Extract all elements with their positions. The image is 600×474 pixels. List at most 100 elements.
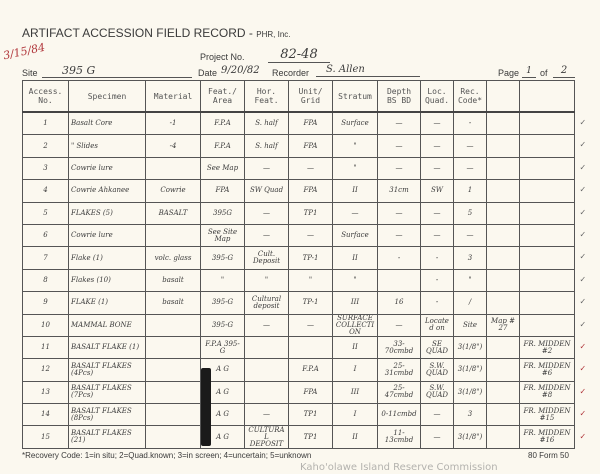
table-cell <box>519 179 575 203</box>
table-cell: 11 <box>22 335 69 360</box>
table-row: 7 Flake (1) volc. glass 395-G Cult. Deposit T… <box>22 246 575 270</box>
site-label: Site <box>22 68 38 78</box>
table-cell: — <box>332 201 378 225</box>
table-cell <box>519 246 575 270</box>
table-cell: Flakes (10) <box>68 268 146 293</box>
table-cell: II <box>332 179 378 203</box>
table-cell: 9 <box>22 291 69 315</box>
table-cell <box>519 268 575 293</box>
table-cell: Surface <box>332 111 378 136</box>
table-cell: SW <box>420 179 454 203</box>
table-cell: — <box>244 156 289 181</box>
table-cell <box>486 201 520 225</box>
table-cell: — <box>420 403 454 427</box>
org-name: PHR, Inc. <box>256 30 291 39</box>
table-cell: — <box>377 134 421 158</box>
table-cell <box>377 268 421 293</box>
check-mark-icon: ✓ <box>580 431 586 442</box>
table-cell: " <box>453 268 487 293</box>
table-cell <box>288 335 333 360</box>
table-cell <box>145 156 201 181</box>
recovery-code-legend: *Recovery Code: 1=in situ; 2=Quad.known;… <box>22 451 312 460</box>
table-cell: Basalt Core <box>68 111 146 136</box>
table-cell <box>486 403 520 427</box>
header-row: Access. No. Specimen Material Feat./ Area Ho… <box>22 80 575 113</box>
table-cell: Surface <box>332 223 378 248</box>
table-cell: — <box>288 156 333 181</box>
table-cell: volc. glass <box>145 246 201 270</box>
table-cell: See Map <box>200 156 245 181</box>
table-cell: 3(1/8") <box>453 425 487 449</box>
check-mark-icon: ✓ <box>580 230 586 240</box>
table-cell <box>519 111 575 136</box>
table-cell: Located on <box>420 313 454 337</box>
table-cell: F.P.A <box>200 134 245 158</box>
check-mark-icon: ✓ <box>580 386 586 397</box>
table-row: 15 BASALT FLAKES (21) A G CULTURAL DEPOSIT T… <box>22 425 575 449</box>
table-cell: 11-13cmbd <box>377 425 421 449</box>
table-cell: F.P.A <box>288 358 333 382</box>
table-cell <box>486 179 520 203</box>
table-cell <box>519 134 575 158</box>
table-cell: S. half <box>244 134 289 158</box>
table-cell: 8 <box>22 268 69 293</box>
table-cell: BASALT <box>145 201 201 225</box>
table-cell <box>244 335 289 360</box>
check-mark-icon: ✓ <box>580 364 586 375</box>
table-cell: — <box>377 313 421 337</box>
table-cell: — <box>453 223 487 248</box>
table-cell: 13 <box>22 380 69 405</box>
table-cell: 1 <box>453 179 487 203</box>
table-cell: 395-G <box>200 246 245 270</box>
table-cell: 3 <box>22 156 69 181</box>
table-cell <box>244 358 289 382</box>
table-cell: BASALT FLAKES (8Pcs) <box>68 403 146 427</box>
table-cell: — <box>377 223 421 248</box>
table-cell: - <box>420 268 454 293</box>
table-cell: — <box>420 111 454 136</box>
column-header: Depth BS BD <box>377 80 421 113</box>
table-cell: III <box>332 291 378 315</box>
check-mark-icon: ✓ <box>580 140 586 151</box>
table-cell: — <box>244 223 289 248</box>
table-cell <box>486 358 520 382</box>
check-mark-icon: ✓ <box>580 252 586 263</box>
table-cell: — <box>244 313 289 337</box>
table-cell <box>519 291 575 315</box>
table-cell: 1 <box>22 111 69 136</box>
title-text: ARTIFACT ACCESSION FIELD RECORD - <box>22 26 253 40</box>
table-cell: 395-G <box>200 291 245 315</box>
table-cell: FR. MIDDEN #8 <box>519 380 575 405</box>
check-mark-icon: ✓ <box>580 207 586 218</box>
recorder-label: Recorder <box>272 68 310 78</box>
of-label: of <box>540 68 548 78</box>
column-header <box>519 80 575 113</box>
table-cell: Cowrie <box>145 179 201 203</box>
table-cell: Cult. Deposit <box>244 246 289 270</box>
table-cell: F.P.A 395-G <box>200 335 245 360</box>
table-cell <box>244 380 289 405</box>
table-cell: TP1 <box>288 201 333 225</box>
table-cell <box>486 425 520 449</box>
table-cell <box>486 223 520 248</box>
table-cell: Flake (1) <box>68 246 146 270</box>
table-cell <box>486 246 520 270</box>
check-mark-icon: ✓ <box>580 342 586 352</box>
table-cell: BASALT FLAKE (1) <box>68 335 146 360</box>
page-number: 1 <box>522 66 536 78</box>
table-cell: " Slides <box>68 134 146 158</box>
table-cell: S.W. QUAD <box>420 380 454 405</box>
table-cell: 16 <box>377 291 421 315</box>
table-cell: Cowrie Ahkanee <box>68 179 146 203</box>
table-row: 2 " Slides -4 F.P.A S. half FPA " — — — <box>22 134 575 158</box>
table-cell: - <box>453 111 487 136</box>
table-cell: " <box>200 268 245 293</box>
table-cell: 395G <box>200 201 245 225</box>
column-header: Feat./ Area <box>200 80 245 113</box>
table-row: 8 Flakes (10) basalt " " " " - " <box>22 268 575 293</box>
table-cell: Map # 27 <box>486 313 520 337</box>
table-cell: I <box>332 403 378 427</box>
table-cell: TP1 <box>288 425 333 449</box>
table-cell: I <box>332 358 378 382</box>
